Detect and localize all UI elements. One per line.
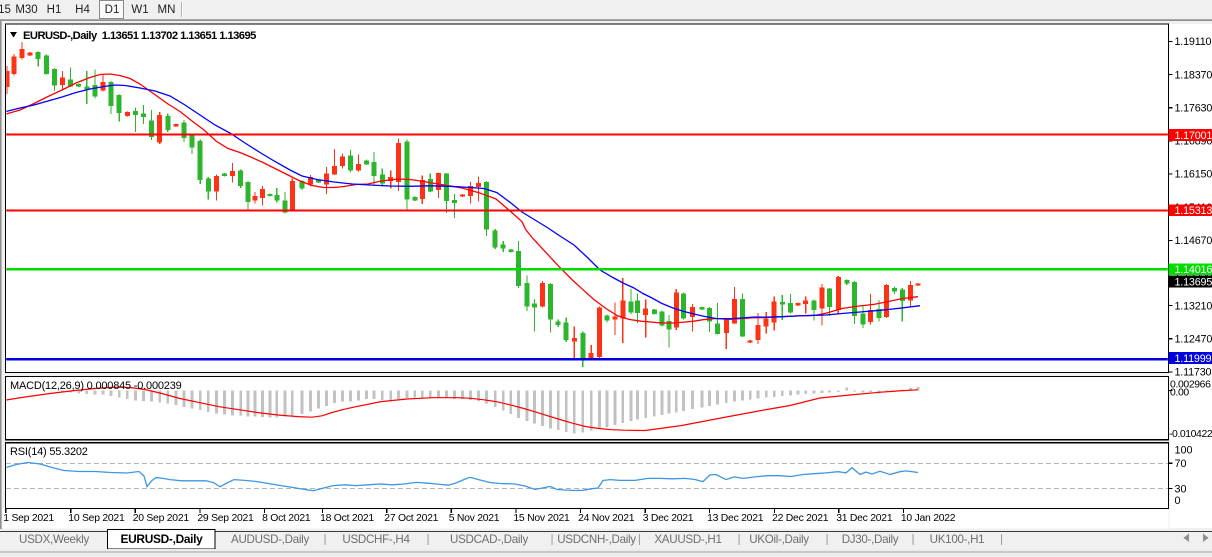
svg-text:0.002966: 0.002966 — [1170, 379, 1211, 390]
svg-text:30: 30 — [1175, 483, 1187, 495]
svg-text:1.11999: 1.11999 — [1175, 353, 1212, 365]
svg-text:W1: W1 — [131, 4, 148, 16]
svg-text:USDX,Weekly: USDX,Weekly — [19, 533, 89, 546]
svg-text:|: | — [911, 532, 914, 546]
svg-text:1.16150: 1.16150 — [1175, 169, 1212, 181]
svg-text:H1: H1 — [47, 4, 62, 16]
svg-text:D1: D1 — [105, 4, 120, 16]
svg-text:|: | — [426, 532, 429, 546]
svg-text:1.17001: 1.17001 — [1175, 130, 1212, 142]
svg-text:UKOil-,Daily: UKOil-,Daily — [749, 533, 809, 546]
svg-text:3 Dec 2021: 3 Dec 2021 — [643, 513, 694, 524]
svg-text:|: | — [737, 532, 740, 546]
svg-text:5 Nov 2021: 5 Nov 2021 — [449, 513, 500, 524]
svg-text:20 Sep 2021: 20 Sep 2021 — [133, 513, 190, 524]
svg-text:UK100-,H1: UK100-,H1 — [930, 533, 985, 546]
svg-text:1.19110: 1.19110 — [1175, 36, 1212, 48]
svg-text:|: | — [638, 532, 641, 546]
svg-text:100: 100 — [1175, 445, 1193, 457]
svg-text:1.12470: 1.12470 — [1175, 334, 1212, 346]
svg-text:24 Nov 2021: 24 Nov 2021 — [578, 513, 635, 524]
svg-text:1.18370: 1.18370 — [1175, 69, 1212, 81]
svg-text:1.17630: 1.17630 — [1175, 103, 1212, 115]
svg-text:|: | — [825, 532, 828, 546]
svg-text:1.13695: 1.13695 — [1175, 276, 1212, 288]
svg-text:XAUUSD-,H1: XAUUSD-,H1 — [654, 533, 721, 546]
svg-text:10 Jan 2022: 10 Jan 2022 — [901, 513, 956, 524]
svg-text:15: 15 — [0, 4, 11, 16]
svg-text:8 Oct 2021: 8 Oct 2021 — [262, 513, 311, 524]
svg-text:H4: H4 — [75, 4, 90, 16]
svg-text:1.14016: 1.14016 — [1175, 264, 1212, 276]
svg-text:13 Dec 2021: 13 Dec 2021 — [707, 513, 764, 524]
svg-text:22 Dec 2021: 22 Dec 2021 — [772, 513, 829, 524]
svg-text:1 Sep 2021: 1 Sep 2021 — [3, 513, 54, 524]
svg-text:USDCAD-,Daily: USDCAD-,Daily — [450, 533, 528, 546]
svg-text:1.15313: 1.15313 — [1175, 205, 1212, 217]
svg-text:18 Oct 2021: 18 Oct 2021 — [320, 513, 374, 524]
svg-text:0.00: 0.00 — [1170, 388, 1189, 399]
svg-text:15 Nov 2021: 15 Nov 2021 — [513, 513, 570, 524]
svg-text:|: | — [550, 532, 553, 546]
svg-text:|: | — [1000, 532, 1003, 546]
svg-text:M30: M30 — [15, 4, 37, 16]
svg-text:31 Dec 2021: 31 Dec 2021 — [836, 513, 893, 524]
svg-text:29 Sep 2021: 29 Sep 2021 — [197, 513, 254, 524]
svg-text:10 Sep 2021: 10 Sep 2021 — [68, 513, 125, 524]
svg-text:|: | — [323, 532, 326, 546]
svg-text:USDCNH-,Daily: USDCNH-,Daily — [557, 533, 636, 546]
svg-text:RSI(14) 55.3202: RSI(14) 55.3202 — [10, 446, 88, 458]
svg-text:EURUSD-,Daily: EURUSD-,Daily — [121, 532, 204, 546]
svg-text:AUDUSD-,Daily: AUDUSD-,Daily — [231, 533, 309, 546]
svg-text:USDCHF-,H4: USDCHF-,H4 — [342, 533, 410, 546]
svg-text:1.11730: 1.11730 — [1175, 367, 1212, 379]
svg-text:27 Oct 2021: 27 Oct 2021 — [384, 513, 438, 524]
svg-text:70: 70 — [1175, 458, 1187, 470]
svg-text:EURUSD-,Daily 1.13651 1.13702: EURUSD-,Daily 1.13651 1.13702 1.13651 1.… — [23, 30, 256, 42]
svg-text:DJ30-,Daily: DJ30-,Daily — [842, 533, 899, 546]
svg-text:1.14670: 1.14670 — [1175, 235, 1212, 247]
svg-text:0: 0 — [1175, 495, 1181, 507]
svg-text:MN: MN — [158, 4, 176, 16]
svg-text:MACD(12,26,9) 0.000845 -0.0002: MACD(12,26,9) 0.000845 -0.000239 — [10, 380, 182, 392]
svg-text:1.13210: 1.13210 — [1175, 300, 1212, 312]
svg-text:-0.010422: -0.010422 — [1169, 429, 1212, 440]
